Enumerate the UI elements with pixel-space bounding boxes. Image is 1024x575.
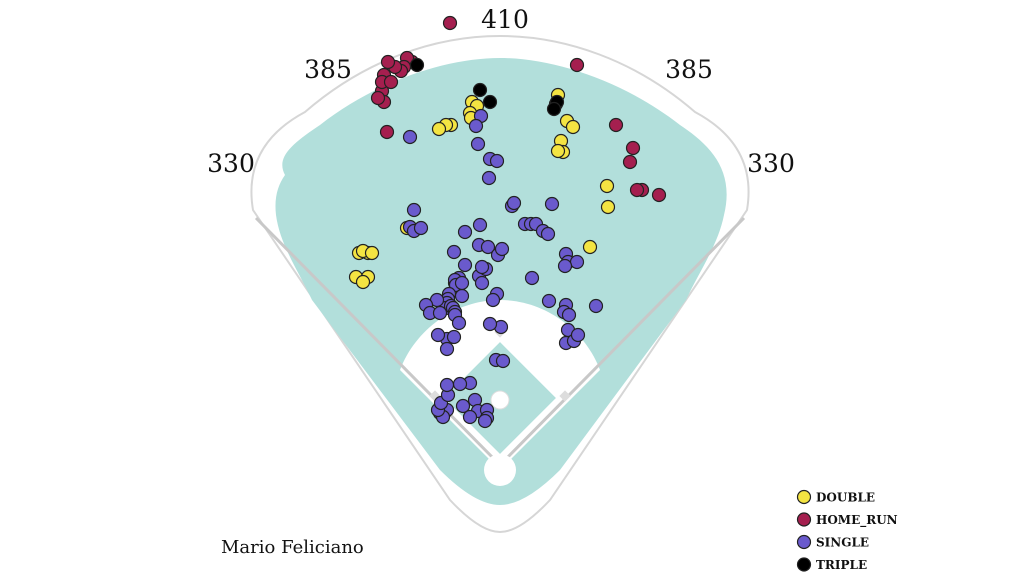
field-outline	[250, 34, 750, 534]
hit-point-double	[431, 121, 447, 137]
hit-point-single	[455, 398, 471, 414]
hit-point-single	[477, 413, 493, 429]
hit-point-single	[569, 254, 585, 270]
hit-point-single	[480, 239, 496, 255]
hit-point-home-run	[383, 74, 399, 90]
distance-label-left-line: 330	[207, 149, 255, 178]
hit-point-single	[541, 293, 557, 309]
hit-point-single	[540, 226, 556, 242]
hit-point-triple	[482, 94, 498, 110]
home-plate-area	[484, 454, 516, 486]
hit-point-single	[468, 118, 484, 134]
hit-point-double	[599, 178, 615, 194]
hit-point-single	[588, 298, 604, 314]
pitchers-mound	[490, 390, 510, 410]
distance-label-left-center: 385	[304, 55, 352, 84]
legend-label-single: SINGLE	[816, 536, 869, 550]
hit-point-home-run	[380, 54, 396, 70]
hit-point-single	[524, 270, 540, 286]
distance-labels: 410 385 385 330 330	[207, 5, 795, 178]
hit-point-single	[462, 409, 478, 425]
legend-label-triple: TRIPLE	[816, 558, 867, 572]
hit-point-home-run	[569, 57, 585, 73]
hit-point-single	[439, 341, 455, 357]
hit-point-double	[565, 119, 581, 135]
hit-point-double	[355, 274, 371, 290]
hit-point-double	[600, 199, 616, 215]
hit-point-single	[432, 305, 448, 321]
hit-point-home-run	[629, 182, 645, 198]
hit-point-single	[482, 316, 498, 332]
field	[250, 34, 750, 534]
hit-point-single	[570, 327, 586, 343]
hit-point-single	[413, 220, 429, 236]
hit-point-single	[457, 224, 473, 240]
right-foul-line	[498, 216, 746, 467]
hit-point-home-run	[370, 90, 386, 106]
hit-point-home-run	[625, 140, 641, 156]
hit-point-single	[446, 244, 462, 260]
legend-label-double: DOUBLE	[816, 491, 875, 505]
hit-point-home-run	[608, 117, 624, 133]
hit-point-home-run	[622, 154, 638, 170]
distance-label-center: 410	[481, 5, 529, 34]
hit-points	[348, 15, 667, 429]
hit-point-home-run	[651, 187, 667, 203]
hit-point-double	[550, 143, 566, 159]
hit-point-single	[544, 196, 560, 212]
legend-marker-home-run	[796, 512, 812, 527]
hit-point-single	[470, 136, 486, 152]
hit-point-single	[446, 329, 462, 345]
hit-point-single	[430, 327, 446, 343]
hit-point-home-run	[442, 15, 458, 31]
hit-point-single	[452, 376, 468, 392]
hit-point-single	[474, 259, 490, 275]
legend-marker-single	[796, 534, 812, 550]
outfield-grass	[275, 58, 727, 505]
hit-point-single	[495, 353, 511, 369]
hit-point-double	[364, 245, 380, 261]
hit-point-single	[485, 292, 501, 308]
player-name: Mario Feliciano	[221, 537, 364, 558]
hit-point-triple	[546, 101, 562, 117]
hit-point-double	[582, 239, 598, 255]
hit-point-triple	[472, 82, 488, 98]
legend-marker-triple	[796, 557, 812, 572]
hit-point-single	[474, 275, 490, 291]
legend-marker-double	[796, 489, 812, 505]
hit-point-single	[454, 275, 470, 291]
hit-point-single	[402, 129, 418, 145]
hit-point-single	[472, 217, 488, 233]
hit-point-single	[439, 377, 455, 393]
hit-point-single	[557, 258, 573, 274]
hit-point-single	[494, 241, 510, 257]
hit-point-single	[561, 307, 577, 323]
hit-point-home-run	[379, 124, 395, 140]
legend: DOUBLE HOME_RUN SINGLE TRIPLE	[796, 489, 898, 572]
hit-point-single	[406, 202, 422, 218]
hit-point-triple	[409, 57, 425, 73]
distance-label-right-line: 330	[747, 149, 795, 178]
legend-label-home-run: HOME_RUN	[816, 513, 898, 528]
hit-point-single	[506, 195, 522, 211]
first-base	[559, 390, 571, 402]
hit-point-single	[454, 288, 470, 304]
hit-point-single	[457, 257, 473, 273]
hit-point-single	[489, 153, 505, 169]
hit-point-single	[451, 315, 467, 331]
hit-point-single	[481, 170, 497, 186]
left-foul-line	[254, 216, 502, 467]
distance-label-right-center: 385	[665, 55, 713, 84]
